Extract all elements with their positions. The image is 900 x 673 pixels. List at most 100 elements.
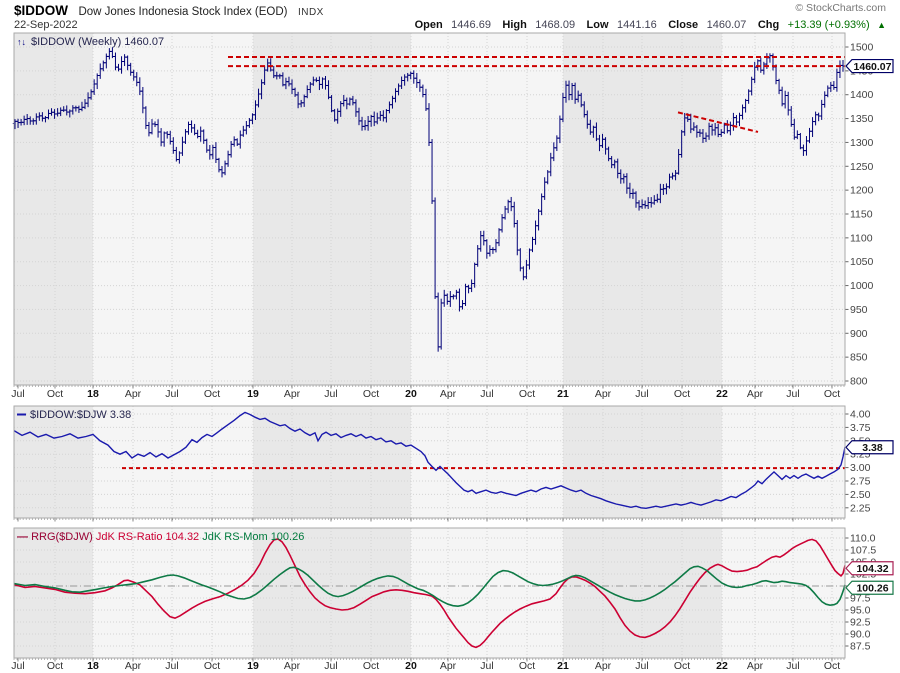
svg-text:92.5: 92.5 xyxy=(850,617,871,629)
svg-text:1400: 1400 xyxy=(850,89,874,101)
x-axis-tick-label: Apr xyxy=(595,660,612,672)
year-shade-band xyxy=(253,528,411,658)
x-axis-tick-label: 19 xyxy=(247,388,259,400)
x-axis-tick-label: Oct xyxy=(674,388,690,400)
year-shade-band xyxy=(563,528,722,658)
rrg-legend-swatch: — xyxy=(17,531,31,543)
x-axis-tick-label: Oct xyxy=(519,388,535,400)
chg-value: +13.39 (+0.93%) xyxy=(788,19,870,31)
x-axis-tick-label: Jul xyxy=(635,660,648,672)
rrg-legend: — RRG($DJW) JdK RS-Ratio 104.32 JdK RS-M… xyxy=(17,531,304,543)
x-axis-tick-label: Apr xyxy=(125,660,142,672)
x-axis-tick-label: Jul xyxy=(480,660,493,672)
x-axis-tick-label: Oct xyxy=(363,388,379,400)
ratio-line xyxy=(13,411,846,510)
svg-text:1250: 1250 xyxy=(850,161,874,173)
x-axis-tick-label: Oct xyxy=(519,660,535,672)
year-shade-band xyxy=(253,406,411,518)
svg-text:90.0: 90.0 xyxy=(850,629,871,641)
last-price-label-text: 1460.07 xyxy=(854,61,892,73)
svg-text:4.00: 4.00 xyxy=(850,409,871,421)
x-axis-tick-label: Jul xyxy=(480,388,493,400)
svg-text:1000: 1000 xyxy=(850,280,874,292)
svg-text:1050: 1050 xyxy=(850,256,874,268)
copyright: © StockCharts.com xyxy=(795,2,886,14)
year-shade-band xyxy=(14,406,93,518)
x-axis-tick-label: Oct xyxy=(47,660,63,672)
minor-ticks xyxy=(13,518,845,522)
svg-text:3.00: 3.00 xyxy=(850,462,871,474)
rs-mom-value-label xyxy=(845,580,894,595)
exchange-label: INDX xyxy=(298,7,324,18)
quote-summary: Open 1446.69 High 1468.09 Low 1441.16 Cl… xyxy=(415,15,886,32)
last-price-label xyxy=(845,58,894,74)
low-label: Low xyxy=(587,19,609,31)
bars-style-icon: ↑↓ xyxy=(17,37,26,47)
ratio-value-label xyxy=(845,440,894,455)
x-axis-tick-label: 18 xyxy=(87,388,99,400)
year-shade-band xyxy=(563,406,722,518)
x-axis-labels-bottom: Jul Oct 18 Apr Jul Oct 19 Apr Jul Oct 20 Apr Jul Oct 2… xyxy=(11,660,840,672)
x-axis-tick-label: 21 xyxy=(557,388,569,400)
svg-text:950: 950 xyxy=(850,304,868,316)
x-axis-labels-top: Jul Oct 18 Apr Jul Oct 19 Apr Jul Oct 20 Apr Jul Oct 2… xyxy=(11,388,840,400)
x-axis-tick-label: Apr xyxy=(440,660,457,672)
panel-border xyxy=(13,32,846,386)
svg-text:800: 800 xyxy=(850,376,868,388)
open-label: Open xyxy=(415,19,443,31)
x-axis-tick-label: Apr xyxy=(595,388,612,400)
x-axis-tick-label: Oct xyxy=(204,388,220,400)
ratio-legend-label: $IDDOW:$DJW 3.38 xyxy=(30,409,131,421)
close-label: Close xyxy=(668,19,698,31)
x-axis-tick-label: 19 xyxy=(247,660,259,672)
year-shade-band xyxy=(14,33,93,385)
svg-text:1200: 1200 xyxy=(850,185,874,197)
rs-mom-line xyxy=(13,565,846,608)
high-value: 1468.09 xyxy=(535,19,575,31)
panel-border xyxy=(13,405,846,519)
x-axis-tick-label: Apr xyxy=(747,660,764,672)
x-axis-tick-label: 22 xyxy=(716,660,728,672)
x-axis-tick-label: Apr xyxy=(125,388,142,400)
chart-title: Dow Jones Indonesia Stock Index (EOD) xyxy=(78,6,287,18)
open-value: 1446.69 xyxy=(451,19,491,31)
svg-text:110.0: 110.0 xyxy=(850,533,876,545)
chart-panels: 800 850 900 950 1000 1050 1100 1150 1200 1250 1300… xyxy=(11,32,894,672)
svg-text:900: 900 xyxy=(850,328,868,340)
x-axis-tick-label: 21 xyxy=(557,660,569,672)
chart-date: 22-Sep-2022 xyxy=(14,19,78,31)
x-axis-tick-label: Jul xyxy=(635,388,648,400)
svg-text:95.0: 95.0 xyxy=(850,605,871,617)
x-axis-tick-label: Oct xyxy=(824,660,840,672)
rs-ratio-value-label xyxy=(845,561,894,576)
low-value: 1441.16 xyxy=(617,19,657,31)
x-axis-tick-label: 20 xyxy=(405,660,417,672)
x-axis-tick-label: Jul xyxy=(165,660,178,672)
year-shade-band xyxy=(253,33,411,385)
price-legend-label: $IDDOW (Weekly) 1460.07 xyxy=(31,36,164,48)
panel-border xyxy=(13,527,846,659)
chg-label: Chg xyxy=(758,19,779,31)
rrg-title: RRG($DJW) xyxy=(31,531,96,543)
downtrend-line xyxy=(677,111,759,133)
svg-text:1100: 1100 xyxy=(850,232,873,244)
svg-text:107.5: 107.5 xyxy=(850,545,876,557)
svg-text:850: 850 xyxy=(850,352,868,364)
year-shade-band xyxy=(563,33,722,385)
svg-text:1300: 1300 xyxy=(850,137,874,149)
rs-mom-legend-label: JdK RS-Mom 100.26 xyxy=(202,531,304,543)
rs-mom-value-label-text: 100.26 xyxy=(856,582,888,594)
x-axis-tick-label: Jul xyxy=(786,660,799,672)
svg-text:2.25: 2.25 xyxy=(850,502,871,514)
x-axis-tick-label: Oct xyxy=(47,388,63,400)
svg-text:1150: 1150 xyxy=(850,209,873,221)
x-axis-tick-label: Jul xyxy=(165,388,178,400)
x-axis-tick-label: Jul xyxy=(324,660,337,672)
svg-text:2.75: 2.75 xyxy=(850,476,871,488)
x-axis-tick-label: Apr xyxy=(284,388,301,400)
y-axis-labels: 2.252.502.753.003.253.503.754.00 xyxy=(845,409,871,514)
price-legend: ↑↓ $IDDOW (Weekly) 1460.07 xyxy=(17,36,164,48)
high-label: High xyxy=(502,19,527,31)
x-axis-tick-label: Oct xyxy=(674,660,690,672)
